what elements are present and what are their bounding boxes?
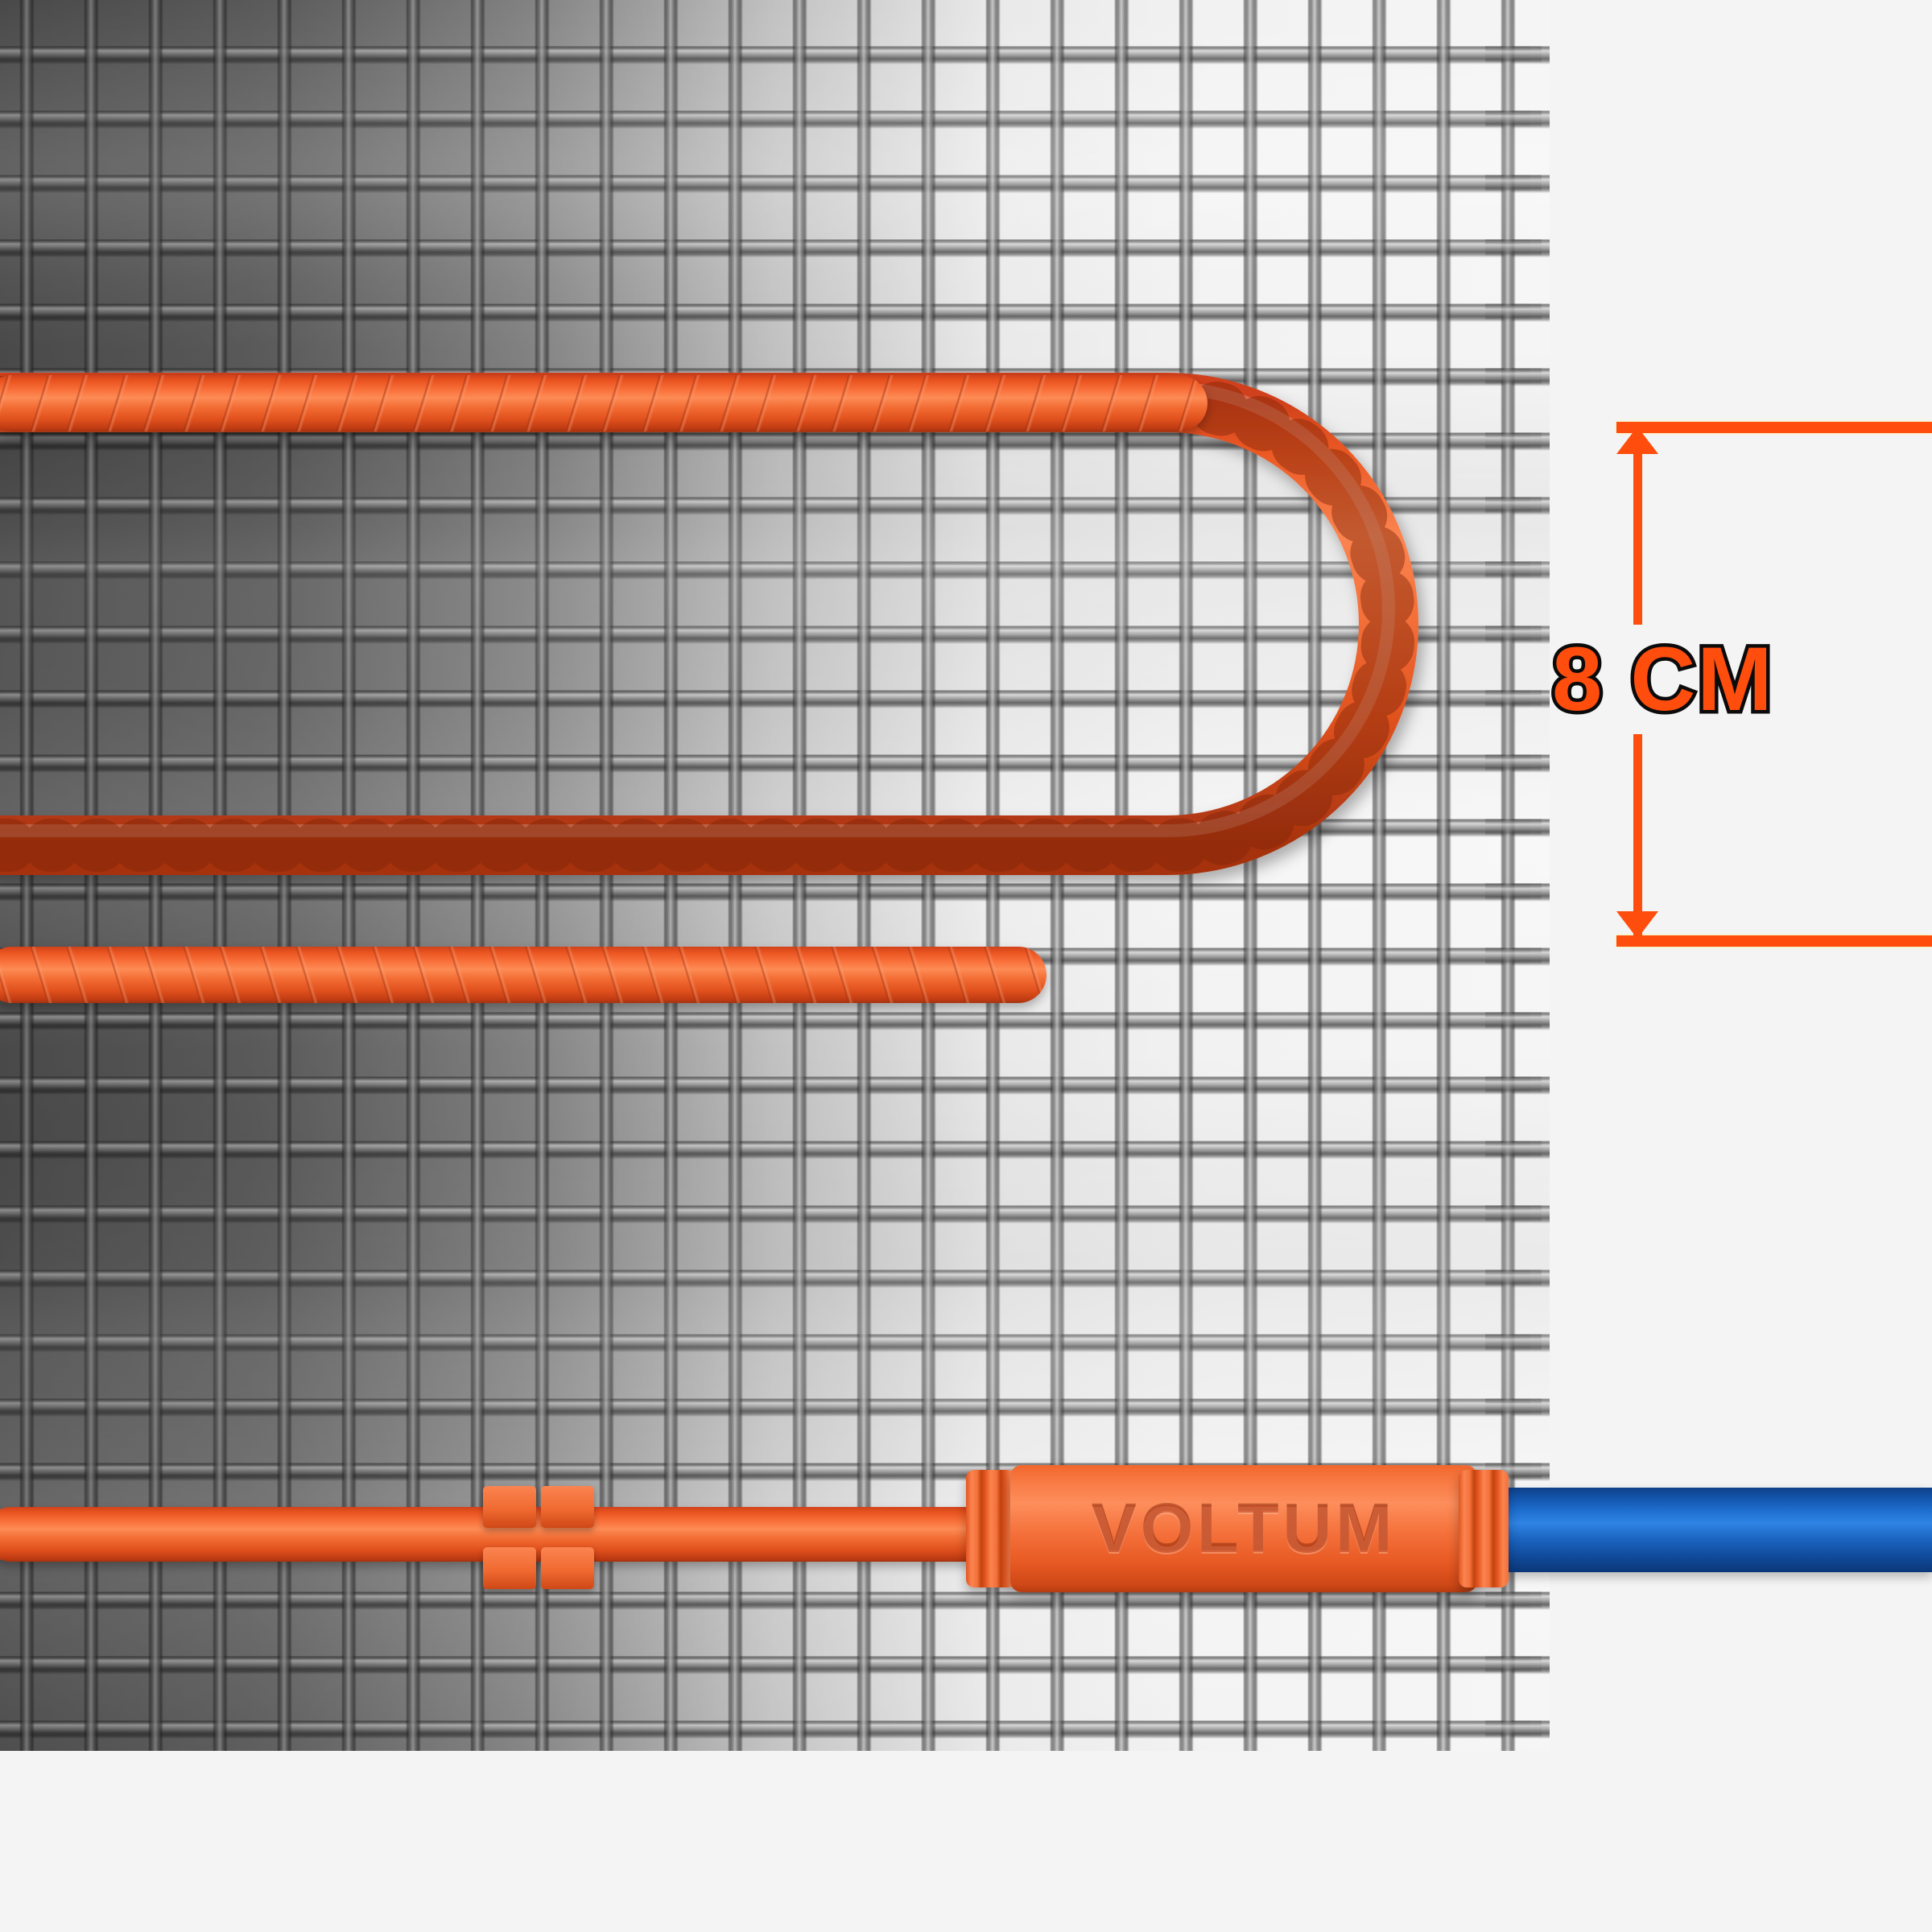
dimension-label-text: 8 CM [1549, 625, 1777, 733]
heating-cable-top-run [0, 375, 1208, 431]
heating-cable-second-run [0, 947, 1046, 1003]
u-bend-svg [0, 373, 1418, 875]
dimension-label: 8 CM [1549, 618, 1794, 739]
cable-fixing-clip[interactable] [483, 1486, 604, 1599]
clip-jaw-top-left [483, 1486, 536, 1528]
clip-jaw-bottom-left [483, 1547, 536, 1589]
connector-ribs-right [1459, 1470, 1509, 1587]
mesh-wire-stubs [1485, 0, 1550, 1751]
dimension-line-lower [1633, 734, 1642, 937]
cable-joint-connector[interactable]: VOLTUM [966, 1465, 1521, 1594]
u-bend-path [0, 373, 1418, 875]
u-bend-highlight [0, 382, 1395, 837]
heating-cable-u-bend [0, 346, 1550, 1014]
mesh-vertical-wires [0, 0, 1550, 1751]
connector-ribs-left [966, 1470, 1016, 1587]
cable-spiral-texture [0, 375, 1208, 431]
connector-brand-label: VOLTUM [1091, 1490, 1397, 1567]
dimension-extension-line-top [1616, 422, 1932, 433]
clip-jaw-top-right [541, 1486, 594, 1528]
dimension-line-upper [1633, 438, 1642, 625]
cold-lead-cable [1507, 1488, 1932, 1572]
dimension-extension-line-bottom [1616, 935, 1932, 947]
u-bend-spiral-wrap [0, 376, 1415, 872]
connector-body [1010, 1465, 1477, 1592]
cable-spiral-texture [0, 947, 1046, 1003]
spacing-dimension: 8 CM [1549, 402, 1932, 966]
clip-jaw-bottom-right [541, 1547, 594, 1589]
